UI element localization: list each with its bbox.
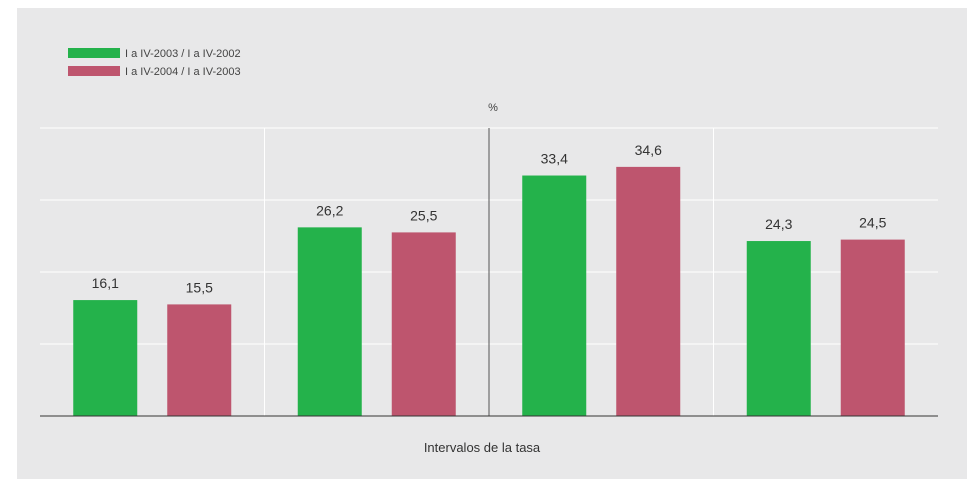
value-labels: 16,1 15,5 26,2 25,5 33,4 34,6 24,3 24,5 xyxy=(92,142,887,296)
bars xyxy=(73,166,905,416)
value-label-series2-cat3: 34,6 xyxy=(635,142,662,158)
x-axis-title: Intervalos de la tasa xyxy=(424,440,541,455)
legend-label-2: I a IV-2004 / I a IV-2003 xyxy=(125,66,241,78)
value-label-series2-cat4: 24,5 xyxy=(859,215,886,231)
bar-series1-cat3 xyxy=(522,175,587,416)
value-label-series1-cat2: 26,2 xyxy=(316,202,343,218)
unit-label: % xyxy=(488,102,498,114)
bar-series2-cat2 xyxy=(391,232,456,416)
legend-swatch-1 xyxy=(68,48,120,58)
value-label-series1-cat1: 16,1 xyxy=(92,275,119,291)
value-label-series1-cat4: 24,3 xyxy=(765,216,792,232)
bar-series1-cat4 xyxy=(746,241,811,416)
legend: I a IV-2003 / I a IV-2002 I a IV-2004 / I… xyxy=(68,48,241,78)
bar-series1-cat2 xyxy=(297,227,362,416)
value-label-series1-cat3: 33,4 xyxy=(541,151,568,167)
legend-swatch-2 xyxy=(68,66,120,76)
bar-series2-cat4 xyxy=(840,239,905,416)
bar-series2-cat3 xyxy=(616,166,681,416)
value-label-series2-cat1: 15,5 xyxy=(186,279,213,295)
bar-series2-cat1 xyxy=(167,304,232,416)
value-label-series2-cat2: 25,5 xyxy=(410,207,437,223)
legend-label-1: I a IV-2003 / I a IV-2002 xyxy=(125,48,241,60)
bar-series1-cat1 xyxy=(73,300,138,416)
